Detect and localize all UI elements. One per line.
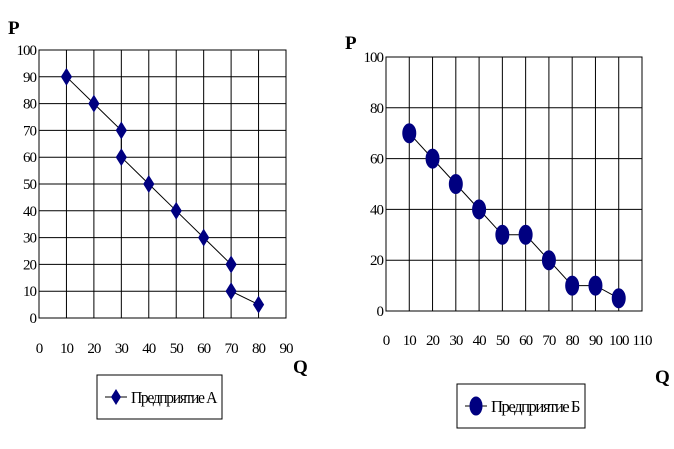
legend-label: Предприятие Б [491, 397, 580, 416]
data-point-diamond [170, 201, 182, 220]
legend-marker-ellipse [469, 396, 483, 416]
x-tick-label: 10 [60, 341, 74, 357]
data-point-ellipse [448, 174, 463, 194]
x-tick-label: 90 [589, 333, 603, 349]
data-point-diamond [88, 94, 100, 113]
data-point-diamond [143, 175, 155, 193]
data-point-ellipse [611, 288, 626, 309]
data-point-ellipse [495, 224, 510, 245]
y-tick-label: 10 [23, 284, 37, 300]
y-tick-label: 30 [23, 231, 37, 247]
data-point-ellipse [402, 123, 417, 144]
x-tick-label: 50 [170, 341, 184, 357]
x-tick-label: 60 [519, 333, 533, 349]
chart-a: 0 10 20 30 40 50 60 70 80 90 100 0 10 20 30 40 50 60 70 80 9… [8, 18, 308, 420]
data-point-ellipse [518, 224, 533, 245]
data-point-ellipse [588, 275, 603, 296]
y-tick-label: 90 [23, 70, 37, 86]
y-axis-label: P [345, 33, 357, 54]
y-tick-label: 60 [23, 150, 37, 166]
data-point-ellipse [565, 275, 580, 296]
data-point-ellipse [472, 199, 487, 220]
x-axis-label: Q [655, 367, 670, 388]
y-tick-label: 80 [370, 101, 384, 117]
y-tick-label: 20 [370, 253, 384, 269]
y-tick-label: 70 [23, 123, 37, 139]
y-axis-label: P [8, 18, 20, 39]
x-tick-label: 100 [609, 333, 629, 349]
y-tick-label: 20 [23, 257, 37, 273]
plot-frame [38, 49, 287, 319]
x-tick-label: 20 [87, 341, 101, 357]
y-tick-label: 0 [377, 304, 384, 320]
plot-frame [385, 56, 643, 312]
y-tick-label: 100 [17, 43, 37, 59]
data-point-diamond [225, 255, 237, 274]
y-tick-label: 60 [370, 152, 384, 168]
data-point-diamond [115, 148, 127, 167]
x-tick-label: 110 [633, 333, 652, 349]
legend-marker-diamond [111, 389, 121, 405]
data-point-diamond [115, 121, 127, 140]
legend-label: Предприятие А [131, 388, 218, 407]
x-tick-label: 30 [115, 341, 129, 357]
y-tick-label: 80 [23, 97, 37, 113]
x-tick-label: 40 [473, 333, 487, 349]
x-tick-label: 0 [36, 341, 43, 357]
data-point-diamond [252, 295, 265, 314]
x-tick-label: 90 [280, 341, 294, 357]
x-tick-label: 50 [496, 333, 510, 349]
data-point-diamond [225, 282, 237, 301]
y-tick-label: 100 [364, 50, 384, 66]
x-tick-label: 60 [197, 341, 211, 357]
data-point-ellipse [541, 250, 556, 271]
x-tick-label: 20 [426, 333, 440, 349]
x-tick-label: 40 [142, 341, 156, 357]
y-tick-label: 40 [370, 202, 384, 218]
x-tick-label: 70 [225, 341, 239, 357]
series-line [66, 76, 259, 306]
x-tick-label: 80 [566, 333, 580, 349]
data-point-ellipse [425, 148, 440, 169]
y-tick-label: 50 [23, 177, 37, 193]
x-tick-label: 30 [449, 333, 463, 349]
y-tick-label: 40 [23, 204, 37, 220]
x-tick-label: 80 [252, 341, 266, 357]
y-tick-label: 0 [30, 311, 37, 327]
series-line [408, 132, 619, 299]
data-point-diamond [60, 67, 73, 86]
x-axis-label: Q [293, 357, 308, 378]
data-point-diamond [198, 228, 210, 247]
x-tick-label: 10 [403, 333, 417, 349]
x-tick-label: 0 [383, 333, 390, 349]
x-tick-label: 70 [542, 333, 556, 349]
